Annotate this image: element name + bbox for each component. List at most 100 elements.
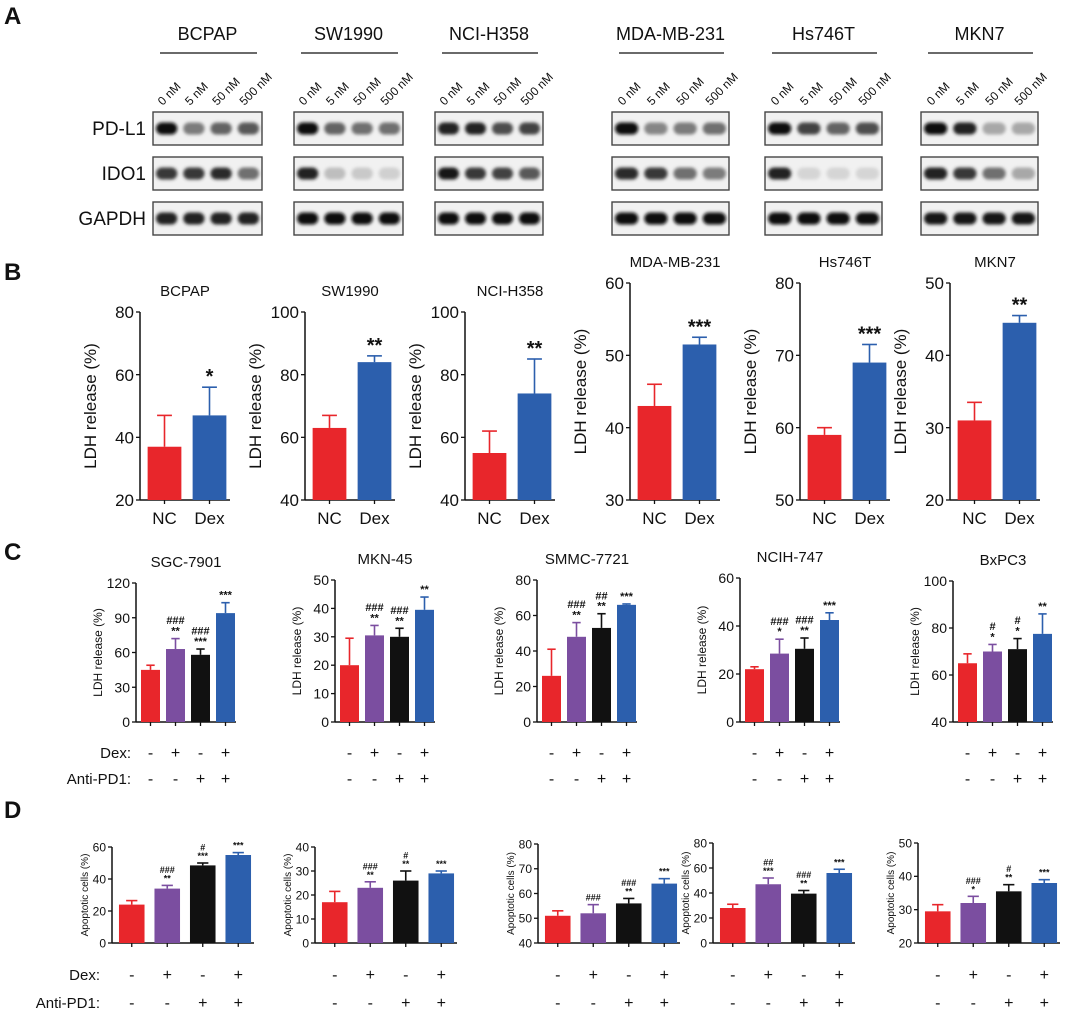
dex-treatment-sign: +: [764, 967, 773, 984]
protein-band: [797, 122, 821, 135]
concentration-label: 50 nM: [491, 75, 524, 108]
concentration-label: 5 nM: [644, 79, 673, 108]
bar: [617, 604, 636, 722]
bar: [544, 915, 571, 943]
bar: [472, 453, 507, 500]
significance-marker: **: [171, 626, 180, 638]
significance-marker: ***: [688, 316, 712, 338]
chart-mda-mb-231: MDA-MB-231 LDH release (%) 30 40 50 60 NC *** De…: [571, 254, 720, 528]
cell-line-header: SW1990: [314, 24, 383, 44]
protein-band: [855, 212, 879, 225]
bar: [745, 669, 764, 722]
bar: [517, 393, 552, 500]
bar: [852, 362, 887, 500]
y-tick-label: 0: [302, 936, 309, 950]
significance-marker: *: [1015, 626, 1020, 638]
bar: [166, 649, 185, 722]
bar: [118, 904, 145, 943]
dex-treatment-sign: -: [802, 745, 807, 762]
significance-marker: ###: [191, 626, 209, 638]
y-axis-label: Apoptotic cells (%): [681, 852, 692, 935]
dex-treatment-sign: -: [935, 967, 940, 984]
significance-marker: **: [800, 625, 809, 637]
y-tick-label: 40: [280, 491, 299, 510]
significance-marker: ###: [363, 861, 378, 871]
y-tick-label: 20: [718, 666, 734, 682]
anti-pd1-treatment-sign: -: [990, 771, 995, 788]
anti-pd1-treatment-sign: +: [395, 771, 404, 788]
x-category-label: Dex: [684, 509, 715, 528]
bar: [365, 635, 384, 722]
protein-band: [351, 167, 373, 180]
anti-pd1-treatment-sign: +: [401, 995, 410, 1012]
bar: [682, 344, 717, 500]
y-tick-label: 70: [775, 346, 794, 365]
anti-pd1-treatment-sign: -: [165, 995, 170, 1012]
y-tick-label: 60: [519, 887, 533, 901]
y-tick-label: 60: [775, 419, 794, 438]
concentration-label: 5 nM: [464, 79, 493, 108]
significance-marker: ***: [858, 323, 882, 345]
y-axis-label: LDH release (%): [290, 607, 304, 696]
y-axis-label: Apoptotic cells (%): [506, 852, 517, 935]
anti-pd1-treatment-sign: -: [555, 995, 560, 1012]
bar: [807, 434, 842, 500]
chart-bcpap: BCPAP LDH release (%) 20 40 60 80 NC * Dex: [81, 283, 230, 528]
concentration-label: 50 nM: [209, 75, 242, 108]
anti-pd1-treatment-sign: -: [148, 771, 153, 788]
protein-band: [924, 122, 948, 135]
concentration-label: 50 nM: [350, 75, 383, 108]
protein-label: IDO1: [102, 164, 146, 185]
anti-pd1-treatment-sign: -: [372, 771, 377, 788]
cell-line-header: MKN7: [954, 24, 1004, 44]
x-category-label: NC: [477, 509, 502, 528]
bar: [580, 913, 607, 943]
significance-marker: #: [1006, 864, 1011, 874]
y-tick-label: 50: [899, 836, 913, 850]
significance-marker: **: [572, 610, 581, 622]
anti-pd1-treatment-sign: +: [1038, 771, 1047, 788]
anti-pd1-treatment-sign: +: [825, 771, 834, 788]
bar: [592, 627, 611, 722]
y-axis-label: Apoptotic cells (%): [886, 852, 897, 935]
y-tick-label: 80: [515, 572, 531, 588]
concentration-label: 500 nM: [237, 70, 275, 108]
cell-line-header: Hs746T: [792, 24, 855, 44]
bar: [1008, 649, 1027, 722]
anti-pd1-treatment-sign: -: [730, 995, 735, 1012]
dex-treatment-sign: +: [572, 745, 581, 762]
protein-band: [519, 167, 540, 180]
bar: [957, 420, 992, 500]
concentration-label: 500 nM: [1012, 70, 1050, 108]
bar: [225, 855, 252, 943]
chart-mkn7: MKN7 LDH release (%) 20 30 40 50 NC ** Dex: [891, 254, 1040, 528]
protein-band: [378, 167, 400, 180]
bar: [995, 891, 1022, 943]
dex-treatment-sign: -: [397, 745, 402, 762]
protein-band: [324, 122, 346, 135]
y-tick-label: 120: [107, 575, 131, 591]
bar: [312, 427, 347, 500]
y-tick-label: 80: [931, 620, 947, 636]
protein-band: [855, 122, 879, 135]
anti-pd1-treatment-sign: -: [777, 771, 782, 788]
protein-band: [673, 212, 697, 225]
anti-pd1-treatment-sign: -: [752, 771, 757, 788]
bar: [357, 362, 392, 500]
y-tick-label: 50: [775, 491, 794, 510]
dex-treatment-sign: -: [198, 745, 203, 762]
concentration-label: 500 nM: [703, 70, 741, 108]
bar: [983, 651, 1002, 722]
y-axis-label: LDH release (%): [891, 329, 910, 455]
protein-band: [673, 167, 697, 180]
significance-marker: ###: [365, 602, 383, 614]
bar: [958, 663, 977, 722]
protein-band: [1011, 122, 1035, 135]
y-tick-label: 80: [115, 303, 134, 322]
cell-line-header: MDA-MB-231: [616, 24, 725, 44]
significance-marker: *: [990, 631, 995, 643]
y-tick-label: 60: [605, 274, 624, 293]
y-tick-label: 50: [925, 274, 944, 293]
